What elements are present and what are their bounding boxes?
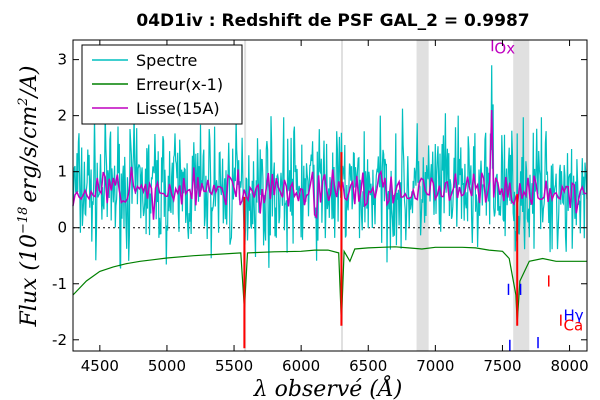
x-tick-label-6500: 6500 [349, 357, 387, 375]
legend: Spectre Erreur(x-1) Lisse(15A) [81, 44, 243, 125]
y-axis-label-exp2: 2 [16, 97, 31, 106]
y-axis-label-end: /A) [17, 66, 42, 100]
legend-label-lisse: Lisse(15A) [136, 99, 220, 118]
x-tick-label-8000: 8000 [550, 357, 588, 375]
y-tick-label-2: 2 [57, 107, 67, 125]
legend-label-spectre: Spectre [136, 51, 197, 70]
spectrum-series [72, 65, 588, 324]
x-axis-ticks: 4500 5000 5500 6000 6500 7000 7500 8000 [81, 40, 589, 375]
x-tick-label-6000: 6000 [282, 357, 320, 375]
x-tick-label-5500: 5500 [215, 357, 253, 375]
y-axis-label-main: Flux (10 [17, 234, 42, 327]
line-label-0: Ox [494, 39, 515, 57]
y-axis-label: Flux (10−18 erg/s/cm2/A) [16, 66, 42, 328]
x-tick-label-4500: 4500 [81, 357, 119, 375]
y-axis-label-rest: erg/s/cm [17, 106, 42, 203]
shaded-region-0 [244, 40, 247, 351]
line-label-2: Ca [564, 317, 584, 335]
line-label-1: Hγ [564, 307, 584, 325]
series-line-lisse-15a [72, 109, 587, 220]
chart-title: 04D1iv : Redshift de PSF GAL_2 = 0.9987 [136, 11, 529, 31]
y-tick-label-1: 1 [57, 163, 67, 181]
y-axis-label-exp: −18 [16, 207, 31, 234]
x-tick-label-5000: 5000 [148, 357, 186, 375]
plot-frame [72, 39, 588, 352]
y-tick-label-0: 0 [57, 219, 67, 237]
x-tick-label-7500: 7500 [483, 357, 521, 375]
y-tick-label-3: 3 [57, 51, 67, 69]
series-line-spectre [72, 65, 588, 269]
x-tick-label-7000: 7000 [416, 357, 454, 375]
y-tick-label--1: -1 [52, 275, 67, 293]
y-tick-label--2: -2 [52, 331, 67, 349]
series-line-erreur-x-1 [72, 246, 587, 324]
legend-label-erreur: Erreur(x-1) [136, 75, 223, 94]
y-axis-ticks: -2 -1 0 1 2 3 [52, 51, 587, 349]
x-axis-label: λ observé (Å) [253, 374, 403, 400]
